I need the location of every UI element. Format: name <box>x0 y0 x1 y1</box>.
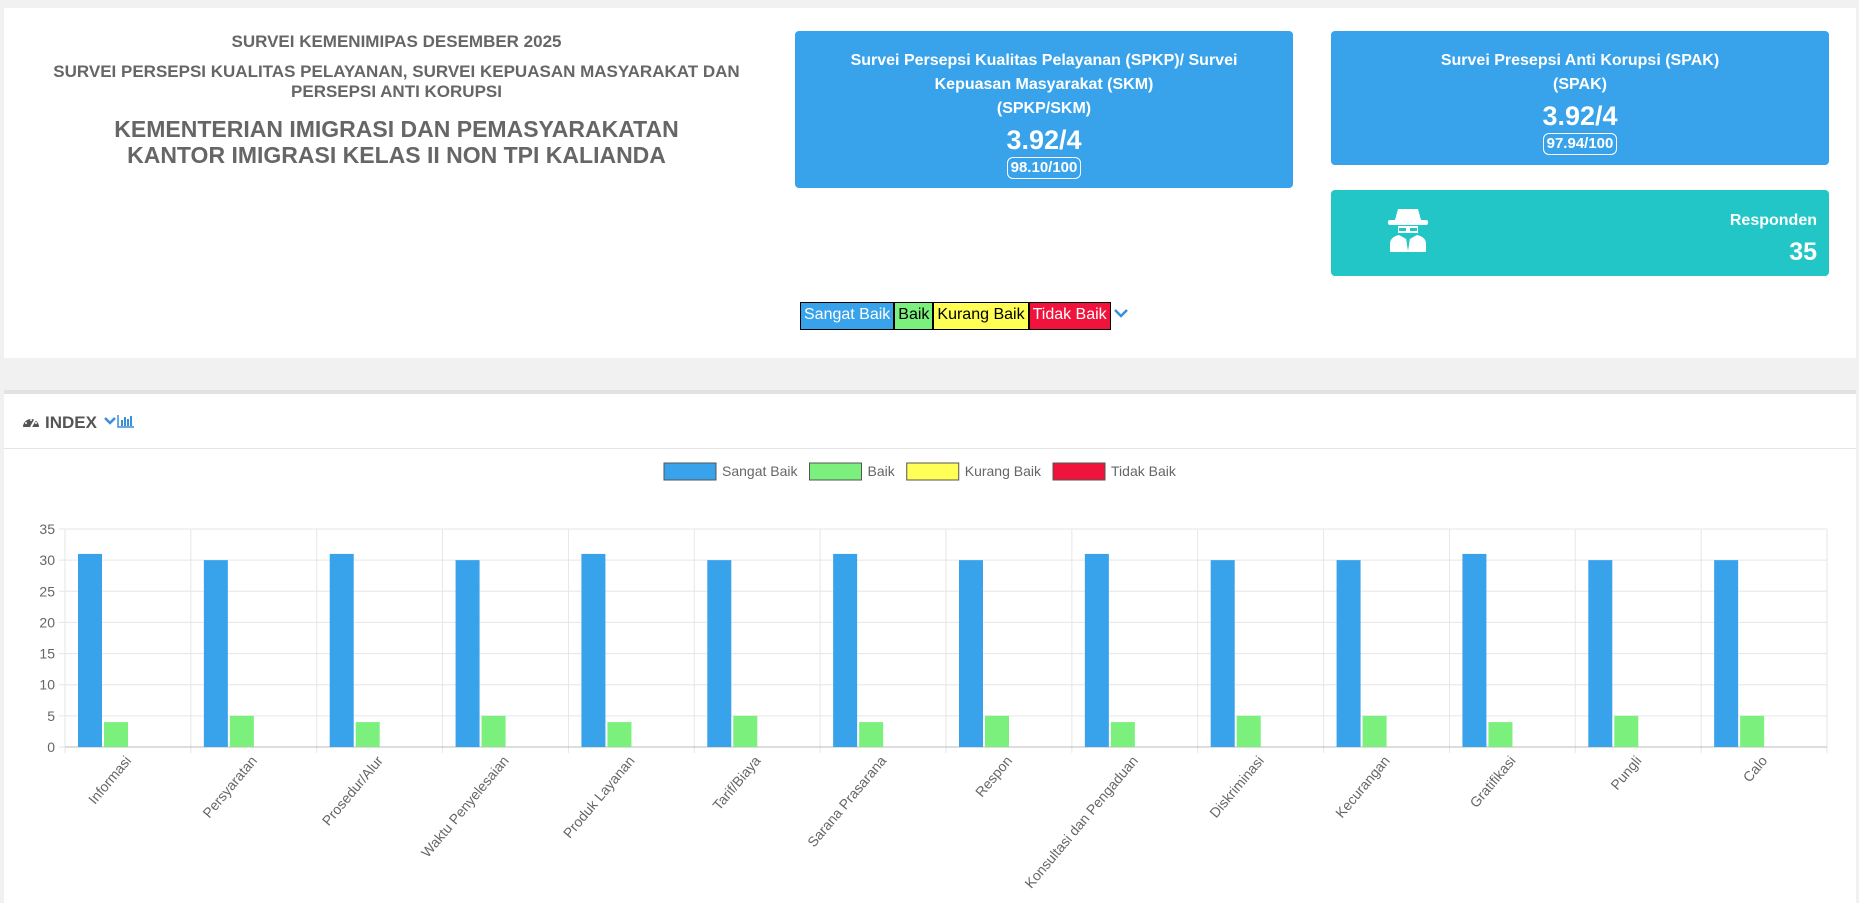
spkp-label-1: Survei Persepsi Kualitas Pelayanan (SPKP… <box>850 52 1238 69</box>
bar-sangat-baik <box>1084 553 1109 747</box>
bar-baik <box>1614 715 1639 747</box>
x-tick-label: Kecurangan <box>1332 753 1393 821</box>
bar-baik <box>607 722 632 747</box>
survey-period: SURVEI KEMENIMIPAS DESEMBER 2025 <box>231 32 562 51</box>
bar-baik <box>104 722 128 747</box>
spak-card: Survei Presepsi Anti Korupsi (SPAK) (SPA… <box>1331 31 1829 165</box>
index-bar-chart: Sangat Baik Baik Kurang Baik Tidak Baik 0 5 10… <box>39 462 1828 891</box>
bar-sangat-baik <box>1714 560 1739 747</box>
bar-baik <box>1236 715 1261 747</box>
bar-sangat-baik <box>1336 560 1361 747</box>
respondent-count: 35 <box>1789 238 1817 266</box>
bar-sangat-baik <box>329 553 354 747</box>
y-tick-label: 25 <box>39 583 55 599</box>
y-tick-label: 0 <box>47 739 55 755</box>
bar-baik <box>1110 722 1135 747</box>
x-tick-label: Pungli <box>1607 753 1644 793</box>
chevron-down-icon[interactable] <box>103 413 117 433</box>
bar-baik <box>1362 715 1387 747</box>
index-panel: INDEX Sangat Baik Baik Kurang Baik Tidak Ba… <box>4 390 1856 903</box>
bar-baik <box>229 715 254 747</box>
x-tick-label: Respon <box>972 753 1015 800</box>
title-block: SURVEI KEMENIMIPAS DESEMBER 2025 SURVEI … <box>4 32 789 168</box>
bar-sangat-baik <box>455 560 480 747</box>
bar-chart-icon[interactable] <box>117 413 135 433</box>
x-tick-label: Prosedur/Alur <box>319 752 386 828</box>
bar-sangat-baik <box>203 560 228 747</box>
y-tick-label: 30 <box>39 552 55 568</box>
bar-sangat-baik <box>78 553 102 747</box>
y-tick-label: 20 <box>39 614 55 630</box>
y-tick-label: 10 <box>39 677 55 693</box>
legend-swatch <box>809 462 862 481</box>
legend-key-baik: Baik <box>894 302 934 330</box>
respondent-label: Responden <box>1729 212 1817 229</box>
legend-key-tidak-baik: Tidak Baik <box>1028 302 1111 330</box>
spkp-score: 3.92/4 <box>1006 125 1082 155</box>
spkp-label-3: (SPKP/SKM) <box>996 100 1092 117</box>
legend-swatch <box>906 462 960 481</box>
bar-baik <box>355 722 380 747</box>
bar-baik <box>985 715 1009 747</box>
legend-key-kurang-baik: Kurang Baik <box>933 302 1029 330</box>
bar-sangat-baik <box>959 560 983 747</box>
rating-legend: Sangat Baik Baik Kurang Baik Tidak Baik <box>800 302 1129 330</box>
spkp-card: Survei Persepsi Kualitas Pelayanan (SPKP… <box>795 31 1293 188</box>
x-tick-label: Konsultasi dan Pengaduan <box>1021 753 1141 891</box>
spy-icon <box>1387 205 1429 258</box>
y-tick-label: 15 <box>39 646 55 662</box>
bar-baik <box>859 722 884 747</box>
spak-score: 3.92/4 <box>1542 101 1618 131</box>
x-tick-label: Produk Layanan <box>560 753 638 841</box>
legend-swatch <box>663 462 717 481</box>
legend-swatch <box>1052 462 1106 481</box>
legend-label: Baik <box>868 463 896 479</box>
spak-percent: 97.94/100 <box>1542 133 1618 155</box>
index-title: INDEX <box>45 413 97 432</box>
x-tick-label: Gratifikasi <box>1466 753 1518 811</box>
chevron-down-icon[interactable] <box>1113 302 1129 330</box>
bar-sangat-baik <box>1588 560 1613 747</box>
bar-sangat-baik <box>1210 560 1235 747</box>
spak-label-2: (SPAK) <box>1553 76 1607 93</box>
bar-sangat-baik <box>833 553 858 747</box>
legend-key-sangat-baik: Sangat Baik <box>800 302 895 330</box>
x-tick-label: Waktu Penyelesaian <box>418 753 512 861</box>
spkp-percent: 98.10/100 <box>1006 157 1082 179</box>
bar-baik <box>733 715 758 747</box>
x-tick-label: Sarana Prasarana <box>804 752 889 849</box>
legend-label: Tidak Baik <box>1111 463 1177 479</box>
bar-sangat-baik <box>1462 553 1487 747</box>
legend-label: Sangat Baik <box>722 463 798 479</box>
survey-name: SURVEI PERSEPSI KUALITAS PELAYANAN, SURV… <box>53 62 740 101</box>
bar-baik <box>1740 715 1765 747</box>
x-tick-label: Persyaratan <box>199 753 260 821</box>
bar-baik <box>1488 722 1513 747</box>
bar-sangat-baik <box>581 553 606 747</box>
bar-sangat-baik <box>707 560 732 747</box>
spkp-label-2: Kepuasan Masyarakat (SKM) <box>934 76 1154 93</box>
y-tick-label: 35 <box>39 521 55 537</box>
legend-label: Kurang Baik <box>965 463 1042 479</box>
bar-baik <box>481 715 506 747</box>
x-tick-label: Calo <box>1740 752 1771 785</box>
x-tick-label: Tarif/Biaya <box>709 752 763 813</box>
office-name: KANTOR IMIGRASI KELAS II NON TPI KALIAND… <box>127 142 666 168</box>
y-tick-label: 5 <box>47 708 55 724</box>
x-tick-label: Diskriminasi <box>1206 753 1267 821</box>
spak-label-1: Survei Presepsi Anti Korupsi (SPAK) <box>1440 52 1720 69</box>
ministry-name: KEMENTERIAN IMIGRASI DAN PEMASYARAKATAN K… <box>114 116 679 168</box>
x-tick-label: Informasi <box>85 753 134 807</box>
respondent-card: Responden 35 <box>1331 190 1829 276</box>
dashboard-icon <box>22 413 40 433</box>
index-header: INDEX <box>4 394 1856 449</box>
